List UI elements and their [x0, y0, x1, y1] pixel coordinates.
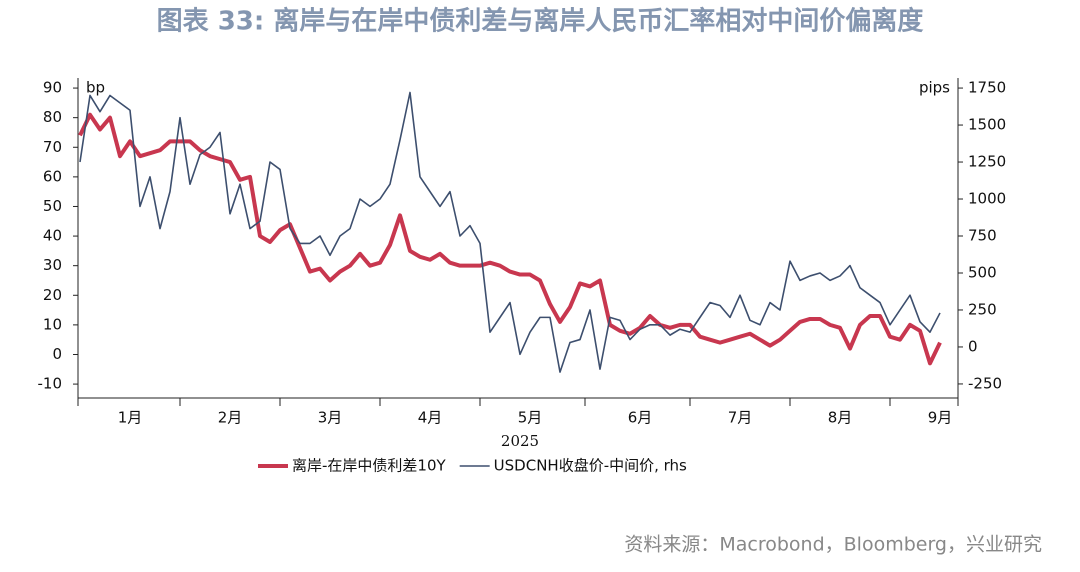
source: 资料来源：Macrobond，Bloomberg，兴业研究: [624, 534, 1042, 556]
x-tick-label: 6月: [628, 409, 653, 427]
y-tick-label: 90: [43, 79, 62, 97]
y2-tick-label: 0: [968, 337, 978, 355]
x-tick-label: 9月: [928, 409, 953, 427]
y2-tick-label: 250: [968, 300, 997, 318]
y-tick-label: 70: [43, 138, 62, 156]
x-tick-label: 7月: [728, 409, 753, 427]
y2-axis-label: pips: [919, 79, 950, 97]
y-tick-label: 40: [43, 227, 62, 245]
y2-tick-label: 1500: [968, 116, 1006, 134]
chart-title: 图表 33: 离岸与在岸中债利差与离岸人民币汇率相对中间价偏离度: [157, 6, 924, 37]
y2-tick-label: 750: [968, 227, 997, 245]
x-axis-label: 2025: [501, 432, 539, 450]
x-tick-label: 4月: [418, 409, 443, 427]
y2-tick-label: 1750: [968, 79, 1006, 97]
x-tick-label: 3月: [318, 409, 343, 427]
y-tick-label: 10: [43, 315, 62, 333]
y-tick-label: 20: [43, 286, 62, 304]
y-tick-label: 0: [52, 345, 62, 363]
x-tick-label: 5月: [518, 409, 543, 427]
y-tick-label: 80: [43, 108, 62, 126]
y-axis-label: bp: [86, 79, 105, 97]
y-tick-label: -10: [38, 375, 63, 393]
y2-tick-label: -250: [968, 374, 1002, 392]
x-tick-label: 8月: [828, 409, 853, 427]
x-tick-label: 2月: [218, 409, 243, 427]
legend-label: USDCNH收盘价-中间价, rhs: [494, 457, 687, 475]
y2-tick-label: 500: [968, 263, 997, 281]
y-tick-label: 30: [43, 256, 62, 274]
legend-label: 离岸-在岸中债利差10Y: [292, 457, 447, 475]
series-line: [78, 112, 942, 366]
x-tick-label: 1月: [118, 409, 143, 427]
y2-tick-label: 1000: [968, 190, 1006, 208]
y2-tick-label: 1250: [968, 153, 1006, 171]
y-tick-label: 50: [43, 197, 62, 215]
series-line: [79, 91, 941, 373]
y-tick-label: 60: [43, 167, 62, 185]
